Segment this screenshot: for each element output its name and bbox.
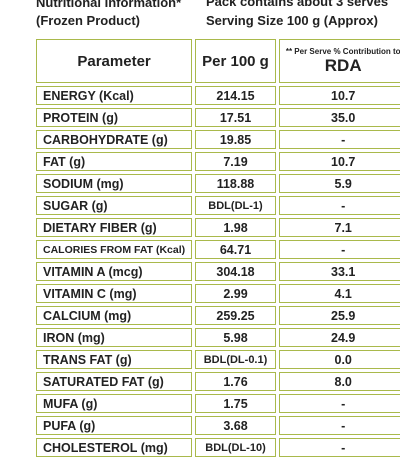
nutrient-row: VITAMIN A (mcg) 304.18 33.1 (36, 262, 400, 281)
nutrient-row: SATURATED FAT (g) 1.76 8.0 (36, 372, 400, 391)
column-header: Parameter (36, 39, 193, 83)
nutrient-row: MUFA (g) 1.75- (36, 394, 400, 413)
per-100g: 17.51 (195, 108, 276, 127)
column-header: ** Per Serve % Contribution to RDA (278, 39, 400, 83)
column-header: Per 100 g (195, 39, 276, 83)
rda-value: 4.1 (278, 284, 400, 303)
rda-value: 7.1 (278, 218, 400, 237)
parameter: CHOLESTEROL (mg) (36, 438, 193, 457)
pack-note: Pack contains about 3 serves (206, 0, 389, 9)
nutrient-row: PUFA (g) 3.68- (36, 416, 400, 435)
rda-value: 8.0 (278, 372, 400, 391)
nutrition-table: Parameter Per 100 g ** Per Serve % Contr… (33, 36, 400, 457)
per-100g: 3.68 (195, 416, 276, 435)
parameter: PUFA (g) (36, 416, 193, 435)
per-100g: 259.25 (195, 306, 276, 325)
nutrient-row: VITAMIN C (mg) 2.99 4.1 (36, 284, 400, 303)
nutrient-row: FAT (g) 7.19 10.7 (36, 152, 400, 171)
nutrient-row: ENERGY (Kcal) 214.15 10.7 (36, 86, 400, 105)
subtitle: (Frozen Product) (36, 13, 140, 28)
nutrient-row: DIETARY FIBER (g) 1.98 7.1 (36, 218, 400, 237)
per-100g: BDL(DL-1) (195, 196, 276, 215)
rda-value: - (278, 240, 400, 259)
nutrient-row: IRON (mg) 5.98 24.9 (36, 328, 400, 347)
per-100g: 7.19 (195, 152, 276, 171)
per-100g: 5.98 (195, 328, 276, 347)
parameter: CALCIUM (mg) (36, 306, 193, 325)
rda-value: 10.7 (278, 86, 400, 105)
parameter: VITAMIN A (mcg) (36, 262, 193, 281)
per-100g: 118.88 (195, 174, 276, 193)
rda-value: - (278, 416, 400, 435)
nutrient-row: CALORIES FROM FAT (Kcal) 64.71- (36, 240, 400, 259)
per-100g: 19.85 (195, 130, 276, 149)
per-100g: 2.99 (195, 284, 276, 303)
header-row: Parameter Per 100 g ** Per Serve % Contr… (36, 39, 400, 83)
rda-value: - (278, 394, 400, 413)
rda-value: 33.1 (278, 262, 400, 281)
parameter: TRANS FAT (g) (36, 350, 193, 369)
rda-value: 35.0 (278, 108, 400, 127)
per-100g: 1.98 (195, 218, 276, 237)
parameter: CARBOHYDRATE (g) (36, 130, 193, 149)
rda-value: 10.7 (278, 152, 400, 171)
rda-value: - (278, 130, 400, 149)
nutrient-row: SUGAR (g) BDL(DL-1) - (36, 196, 400, 215)
nutrient-row: CARBOHYDRATE (g) 19.85- (36, 130, 400, 149)
table-body: Parameter Per 100 g ** Per Serve % Contr… (36, 39, 400, 457)
rda-value: - (278, 438, 400, 457)
parameter: CALORIES FROM FAT (Kcal) (36, 240, 193, 259)
per-100g: 304.18 (195, 262, 276, 281)
parameter: FAT (g) (36, 152, 193, 171)
parameter: MUFA (g) (36, 394, 193, 413)
nutrient-row: PROTEIN (g) 17.51 35.0 (36, 108, 400, 127)
rda-value: 5.9 (278, 174, 400, 193)
per-100g: 64.71 (195, 240, 276, 259)
per-100g: BDL(DL-10) (195, 438, 276, 457)
parameter: ENERGY (Kcal) (36, 86, 193, 105)
parameter: PROTEIN (g) (36, 108, 193, 127)
serving-note: Serving Size 100 g (Approx) (206, 13, 378, 28)
parameter: VITAMIN C (mg) (36, 284, 193, 303)
per-100g: 214.15 (195, 86, 276, 105)
parameter: DIETARY FIBER (g) (36, 218, 193, 237)
parameter: SUGAR (g) (36, 196, 193, 215)
title: Nutritional Information* (36, 0, 182, 10)
rda-note: ** Per Serve % Contribution to (285, 46, 400, 56)
nutrient-row: TRANS FAT (g) BDL(DL-0.1) 0.0 (36, 350, 400, 369)
per-100g: BDL(DL-0.1) (195, 350, 276, 369)
rda-value: 25.9 (278, 306, 400, 325)
parameter: IRON (mg) (36, 328, 193, 347)
per-100g: 1.76 (195, 372, 276, 391)
parameter: SATURATED FAT (g) (36, 372, 193, 391)
nutrient-row: SODIUM (mg) 118.88 5.9 (36, 174, 400, 193)
rda-value: 0.0 (278, 350, 400, 369)
rda-value: - (278, 196, 400, 215)
parameter: SODIUM (mg) (36, 174, 193, 193)
nutrient-row: CALCIUM (mg) 259.25 25.9 (36, 306, 400, 325)
rda-label: RDA (324, 55, 362, 75)
rda-value: 24.9 (278, 328, 400, 347)
nutrient-row: CHOLESTEROL (mg) BDL(DL-10) - (36, 438, 400, 457)
per-100g: 1.75 (195, 394, 276, 413)
